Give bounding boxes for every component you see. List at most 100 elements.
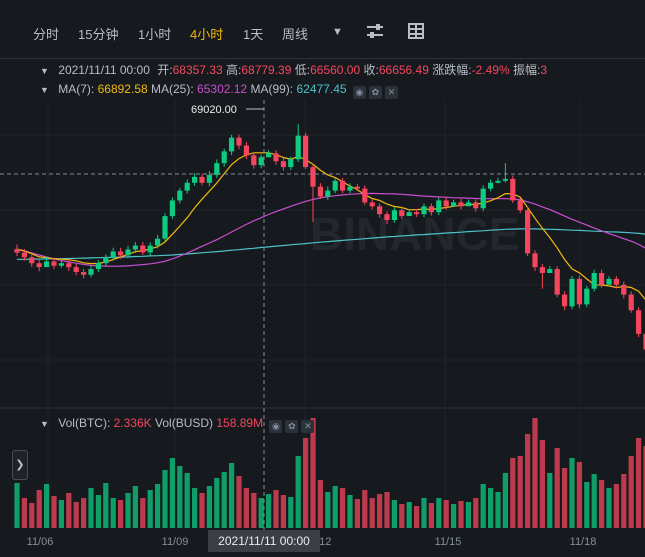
volume-bar bbox=[480, 484, 486, 528]
candle bbox=[221, 148, 227, 167]
volume-bar bbox=[236, 476, 242, 528]
volume-bar bbox=[414, 506, 420, 528]
volume-bar bbox=[103, 483, 109, 528]
volume-bar bbox=[88, 488, 94, 528]
ohlc-date: 2021/11/11 00:00 bbox=[58, 63, 150, 77]
candle-body bbox=[621, 284, 627, 295]
candle-body bbox=[576, 278, 582, 305]
collapse-caret-icon[interactable]: ▼ bbox=[40, 419, 49, 429]
high-annotation: 69020.00 bbox=[191, 104, 264, 116]
candle-body bbox=[192, 176, 198, 183]
candle bbox=[229, 134, 235, 156]
candle bbox=[488, 179, 494, 192]
candle-body bbox=[628, 294, 634, 311]
candle bbox=[125, 245, 131, 259]
open-value: 68357.33 bbox=[172, 63, 223, 77]
candle bbox=[443, 196, 449, 210]
tab-interval-1d[interactable]: 1天 bbox=[243, 27, 264, 42]
volume-bar bbox=[36, 490, 42, 528]
candle bbox=[251, 152, 257, 169]
candle bbox=[310, 164, 316, 222]
candle bbox=[473, 199, 479, 212]
close-value: 66656.49 bbox=[378, 63, 429, 77]
tab-interval-4h[interactable]: 4小时 bbox=[190, 27, 224, 42]
tab-interval-1w[interactable]: 周线 bbox=[282, 27, 309, 42]
volume-bar bbox=[517, 456, 523, 528]
candle bbox=[399, 207, 405, 219]
candle-body bbox=[103, 257, 109, 264]
candle-body bbox=[325, 190, 331, 197]
vol-busd-label: Vol(BUSD) bbox=[155, 416, 214, 430]
candle-body bbox=[295, 135, 301, 160]
candles bbox=[14, 124, 645, 350]
candle bbox=[502, 163, 508, 183]
candle-body bbox=[280, 161, 286, 168]
candle bbox=[88, 265, 94, 278]
candle bbox=[169, 197, 175, 220]
volume-info: ▼ Vol(BTC): 2.336K Vol(BUSD) 158.89M ◉ ✿ ✕ bbox=[0, 416, 315, 433]
volume-bar bbox=[132, 486, 138, 528]
candle-body bbox=[44, 261, 50, 268]
candle-body bbox=[525, 210, 531, 254]
amplitude-value: 3 bbox=[540, 63, 547, 77]
tab-interval-15m[interactable]: 15分钟 bbox=[78, 27, 119, 42]
low-value: 66560.00 bbox=[310, 63, 361, 77]
ma-info: ▼ MA(7): 66892.58 MA(25): 65302.12 MA(99… bbox=[0, 82, 398, 99]
toolbar: 分时 15分钟 1小时 4小时 1天 周线 ▼ bbox=[0, 0, 645, 59]
candle bbox=[58, 260, 64, 268]
tab-interval-1h[interactable]: 1小时 bbox=[138, 27, 172, 42]
candle bbox=[258, 154, 264, 169]
candle-body bbox=[488, 182, 494, 189]
candle bbox=[384, 211, 390, 224]
volume-bar bbox=[147, 490, 153, 528]
candle-body bbox=[613, 278, 619, 285]
volume-bar bbox=[613, 484, 619, 528]
close-icon[interactable]: ✕ bbox=[301, 420, 315, 433]
volume-bar bbox=[295, 456, 301, 528]
volume-bar bbox=[310, 418, 316, 528]
eye-icon[interactable]: ◉ bbox=[352, 86, 366, 99]
candle bbox=[273, 150, 279, 165]
candle bbox=[147, 242, 153, 256]
candle bbox=[517, 197, 523, 214]
candle bbox=[118, 247, 124, 259]
candle-body bbox=[465, 202, 471, 207]
candle-body bbox=[73, 267, 79, 273]
volume-bar bbox=[547, 473, 553, 528]
volume-bar bbox=[58, 500, 64, 528]
candle bbox=[621, 281, 627, 299]
candle bbox=[451, 199, 457, 207]
volume-bar bbox=[221, 472, 227, 528]
ma99-value: 62477.45 bbox=[296, 82, 347, 96]
grid-icon[interactable] bbox=[408, 23, 424, 39]
caret-down-icon[interactable]: ▼ bbox=[332, 26, 343, 38]
volume-bar bbox=[21, 498, 27, 528]
candle-body bbox=[258, 157, 264, 166]
close-icon[interactable]: ✕ bbox=[384, 86, 398, 99]
gear-icon[interactable]: ✿ bbox=[285, 420, 299, 433]
collapse-caret-icon[interactable]: ▼ bbox=[40, 85, 49, 95]
volume-bar bbox=[280, 495, 286, 528]
eye-icon[interactable]: ◉ bbox=[269, 420, 283, 433]
watermark: BINANCE bbox=[310, 208, 520, 260]
candle-body bbox=[510, 178, 516, 201]
candle bbox=[510, 175, 516, 203]
change-value: -2.49% bbox=[471, 63, 510, 77]
candle-body bbox=[81, 272, 87, 275]
candle bbox=[295, 124, 301, 162]
open-label: 开: bbox=[157, 63, 173, 77]
high-annotation-label: 69020.00 bbox=[191, 104, 237, 116]
collapse-caret-icon[interactable]: ▼ bbox=[40, 66, 49, 76]
gear-icon[interactable]: ✿ bbox=[368, 86, 382, 99]
tab-interval-line[interactable]: 分时 bbox=[33, 27, 60, 42]
candle bbox=[591, 269, 597, 292]
candle bbox=[458, 199, 464, 210]
low-label: 低: bbox=[294, 63, 311, 77]
volume-bar bbox=[66, 493, 72, 528]
candle bbox=[103, 254, 109, 266]
candle bbox=[428, 203, 434, 216]
candle-body bbox=[147, 245, 153, 253]
expand-panel-button[interactable]: ❯ bbox=[12, 450, 28, 480]
sliders-icon[interactable] bbox=[366, 23, 384, 39]
